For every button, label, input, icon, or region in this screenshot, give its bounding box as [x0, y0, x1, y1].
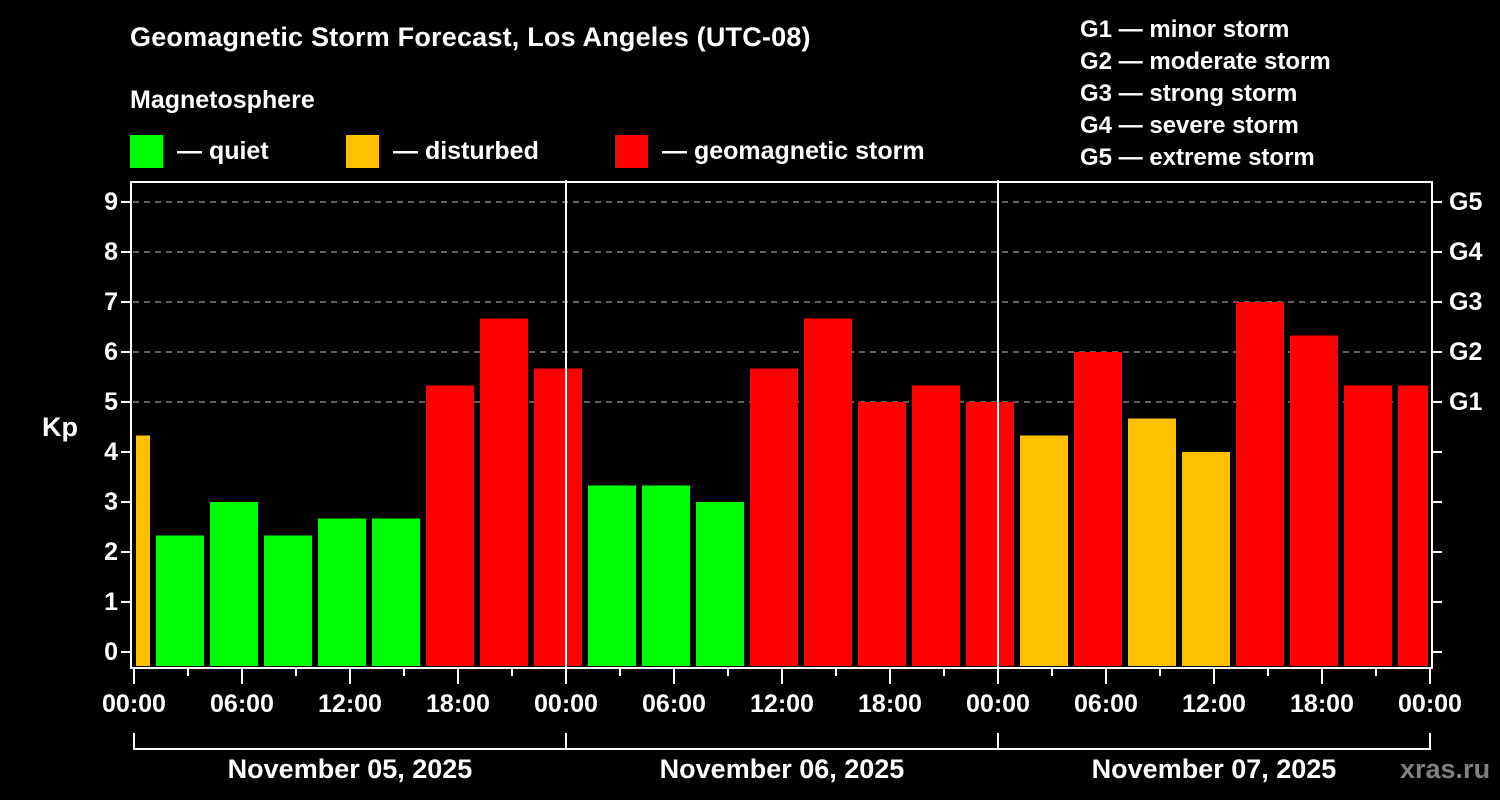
g-scale-tick-label: G4	[1449, 238, 1483, 266]
kp-bar-storm	[858, 402, 906, 666]
legend-item-quiet: — quiet	[130, 134, 269, 168]
date-label-day1: November 05, 2025	[227, 754, 473, 784]
g-scale-tick-label: G2	[1449, 338, 1483, 366]
x-tick-label: 12:00	[318, 690, 382, 718]
legend-item-disturbed: — disturbed	[346, 134, 539, 168]
kp-bar-disturbed	[1020, 435, 1068, 666]
kp-bar-storm	[912, 385, 960, 666]
y-tick-label: 4	[104, 438, 118, 466]
kp-bar-storm	[804, 318, 852, 666]
g4-legend: G4 — severe storm	[1080, 112, 1299, 139]
x-tick-label: 06:00	[642, 690, 706, 718]
kp-bar-quiet	[588, 485, 636, 666]
x-tick-label: 18:00	[858, 690, 922, 718]
g3-legend: G3 — strong storm	[1080, 80, 1298, 107]
kp-bar-storm	[1074, 352, 1122, 666]
kp-bar-storm	[1344, 385, 1392, 666]
kp-bar-storm	[480, 318, 528, 666]
g2-legend: G2 — moderate storm	[1080, 48, 1331, 75]
kp-bar-quiet	[318, 518, 366, 666]
chart-title: Geomagnetic Storm Forecast, Los Angeles …	[130, 22, 811, 52]
x-tick-label: 00:00	[1398, 690, 1462, 718]
y-tick-label: 3	[104, 488, 118, 516]
y-tick-label: 6	[104, 338, 118, 366]
kp-bar-quiet	[210, 502, 258, 666]
kp-bar-storm	[1290, 335, 1338, 666]
kp-bar-storm	[534, 368, 582, 666]
x-tick-label: 00:00	[534, 690, 598, 718]
g-scale-legend: G1 — minor storm G2 — moderate storm G3 …	[1080, 14, 1331, 174]
x-tick-label: 12:00	[1182, 690, 1246, 718]
g-scale-tick-label: G3	[1449, 288, 1483, 316]
kp-bar-storm	[1236, 302, 1284, 666]
x-tick-label: 06:00	[210, 690, 274, 718]
kp-bar-storm	[966, 402, 1014, 666]
watermark: xras.ru	[1400, 754, 1491, 784]
y-tick-label: 5	[104, 388, 118, 416]
kp-bar-quiet	[696, 502, 744, 666]
g1-legend: G1 — minor storm	[1080, 16, 1290, 43]
kp-bar-quiet	[372, 518, 420, 666]
x-tick-label: 18:00	[426, 690, 490, 718]
date-label-day2: November 06, 2025	[659, 754, 905, 784]
g5-legend: G5 — extreme storm	[1080, 144, 1315, 171]
y-axis-label: Kp	[42, 412, 78, 442]
y-tick-label: 8	[104, 238, 118, 266]
kp-bar-storm	[426, 385, 474, 666]
disturbed-swatch	[346, 134, 379, 168]
x-tick-label: 18:00	[1290, 690, 1354, 718]
quiet-swatch	[130, 134, 163, 168]
kp-bar-storm	[750, 368, 798, 666]
date-bracket	[133, 733, 1431, 750]
g-scale-tick-label: G5	[1449, 188, 1483, 216]
x-tick-label: 00:00	[102, 690, 166, 718]
y-tick-label: 9	[104, 188, 118, 216]
legend-label-disturbed: — disturbed	[393, 136, 539, 165]
kp-bar-disturbed	[1182, 452, 1230, 666]
kp-bar-storm	[1398, 385, 1428, 666]
y-tick-label: 1	[104, 588, 118, 616]
storm-swatch	[615, 134, 648, 168]
kp-bar-disturbed	[136, 435, 150, 666]
x-tick-label: 06:00	[1074, 690, 1138, 718]
kp-bar-quiet	[642, 485, 690, 666]
y-tick-label: 0	[104, 638, 118, 666]
y-tick-label: 7	[104, 288, 118, 316]
kp-bar-disturbed	[1128, 418, 1176, 666]
x-tick-label: 12:00	[750, 690, 814, 718]
legend-title: Magnetosphere	[130, 86, 315, 114]
kp-bar-quiet	[156, 535, 204, 666]
date-label-day3: November 07, 2025	[1091, 754, 1337, 784]
legend-label-quiet: — quiet	[177, 136, 269, 165]
g-scale-tick-label: G1	[1449, 388, 1483, 416]
legend-item-storm: — geomagnetic storm	[615, 134, 925, 168]
legend-label-storm: — geomagnetic storm	[662, 136, 925, 165]
y-tick-label: 2	[104, 538, 118, 566]
x-tick-label: 00:00	[966, 690, 1030, 718]
kp-bar-quiet	[264, 535, 312, 666]
